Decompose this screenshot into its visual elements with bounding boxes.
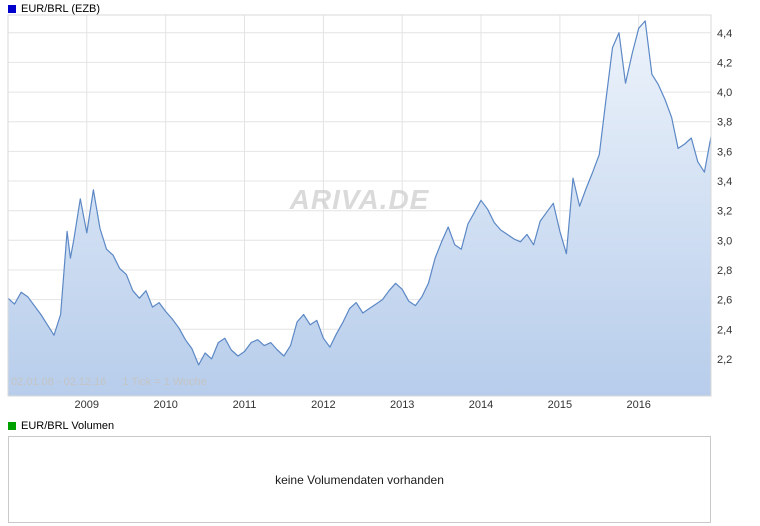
range-info: 02.01.08 - 02.12.16 1 Tick = 1 Woche [11,376,207,388]
volume-chart-title: EUR/BRL Volumen [21,420,115,432]
y-axis-label: 4,4 [717,28,732,40]
x-axis-label: 2013 [390,399,414,411]
volume-series-marker-icon [8,422,16,430]
x-axis-label: 2011 [233,399,257,411]
y-axis-label: 3,2 [717,206,732,218]
x-axis-label: 2015 [548,399,572,411]
date-range-label: 02.01.08 - 02.12.16 [11,376,107,388]
y-axis-label: 4,2 [717,57,732,69]
y-axis-label: 2,2 [717,354,732,366]
volume-panel: keine Volumendaten vorhanden [8,436,711,523]
price-line [7,20,712,366]
x-axis-label: 2016 [626,399,650,411]
y-axis-label: 2,8 [717,265,732,277]
x-axis-label: 2009 [75,399,99,411]
price-chart-canvas[interactable]: 2,2 2,4 2,6 2,8 3,0 3,2 3,4 3,6 3,8 4,0 4,2 4,4 2009… [0,0,760,415]
y-axis-label: 3,0 [717,235,732,247]
tick-interval-label: 1 Tick = 1 Woche [122,376,207,388]
x-axis-label: 2012 [311,399,335,411]
no-volume-message: keine Volumendaten vorhanden [275,472,444,487]
x-axis-label: 2010 [153,399,177,411]
y-axis-label: 3,6 [717,146,732,158]
price-chart-header: EUR/BRL (EZB) [8,3,100,15]
volume-chart-header: EUR/BRL Volumen [8,420,114,432]
y-axis-label: 3,4 [717,176,732,188]
price-chart-title: EUR/BRL (EZB) [21,3,101,15]
y-axis-label: 4,0 [717,87,732,99]
plot-border [7,14,712,397]
y-axis-label: 3,8 [717,117,732,129]
x-axis-label: 2014 [469,399,493,411]
price-area [8,20,711,397]
price-series-marker-icon [8,5,16,13]
y-axis-label: 2,6 [717,295,732,307]
y-axis-label: 2,4 [717,324,732,336]
